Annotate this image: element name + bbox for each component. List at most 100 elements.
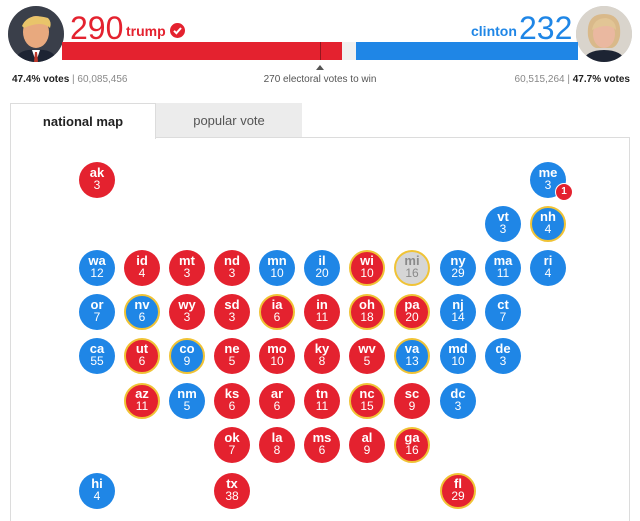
state-electoral-votes: 20	[405, 310, 419, 324]
state-abbr: ga	[404, 430, 420, 445]
state-electoral-votes: 4	[138, 266, 146, 280]
state-tile-ms[interactable]: ms 6	[304, 427, 340, 463]
state-tile-sc[interactable]: sc 9	[394, 383, 430, 419]
state-electoral-votes: 3	[183, 266, 191, 280]
state-tile-nc[interactable]: nc 15	[349, 383, 385, 419]
check-circle-icon	[170, 23, 185, 38]
state-abbr: co	[179, 341, 195, 356]
state-electoral-votes: 9	[408, 399, 416, 413]
state-abbr: mt	[179, 253, 195, 268]
state-tile-co[interactable]: co 9	[169, 338, 205, 374]
state-tile-nj[interactable]: nj 14	[440, 294, 476, 330]
state-tile-nv[interactable]: nv 6	[124, 294, 160, 330]
state-abbr: nv	[134, 297, 150, 312]
state-abbr: la	[271, 430, 283, 445]
state-tile-ct[interactable]: ct 7	[485, 294, 521, 330]
state-abbr: me	[538, 165, 558, 180]
state-abbr: hi	[91, 476, 103, 491]
state-electoral-votes: 7	[228, 443, 236, 457]
state-tile-fl[interactable]: fl 29	[440, 473, 476, 509]
tab-national-map[interactable]: national map	[10, 103, 156, 139]
state-electoral-votes: 6	[318, 443, 326, 457]
state-tile-il[interactable]: il 20	[304, 250, 340, 286]
clinton-progress-bar	[356, 42, 578, 60]
state-tile-ks[interactable]: ks 6	[214, 383, 250, 419]
state-tile-wy[interactable]: wy 3	[169, 294, 205, 330]
state-tile-mi[interactable]: mi 16	[394, 250, 430, 286]
state-tile-nm[interactable]: nm 5	[169, 383, 205, 419]
state-abbr: al	[361, 430, 373, 445]
state-tile-wv[interactable]: wv 5	[349, 338, 385, 374]
state-tile-al[interactable]: al 9	[349, 427, 385, 463]
state-electoral-votes: 6	[273, 399, 281, 413]
state-tile-ma[interactable]: ma 11	[485, 250, 521, 286]
state-tile-ca[interactable]: ca 55	[79, 338, 115, 374]
state-electoral-votes: 3	[499, 354, 507, 368]
state-tile-hi[interactable]: hi 4	[79, 473, 115, 509]
state-electoral-votes: 6	[138, 310, 146, 324]
state-electoral-votes: 7	[499, 310, 507, 324]
state-tile-ky[interactable]: ky 8	[304, 338, 340, 374]
state-tile-sd[interactable]: sd 3	[214, 294, 250, 330]
state-tile-de[interactable]: de 3	[485, 338, 521, 374]
state-abbr: vt	[497, 209, 509, 224]
state-tile-ia[interactable]: ia 6	[259, 294, 295, 330]
state-abbr: or	[90, 297, 104, 312]
state-tile-tn[interactable]: tn 11	[304, 383, 340, 419]
state-abbr: nj	[452, 297, 464, 312]
state-tile-az[interactable]: az 11	[124, 383, 160, 419]
state-abbr: il	[318, 253, 326, 268]
state-tile-pa[interactable]: pa 20	[394, 294, 430, 330]
state-tile-mn[interactable]: mn 10	[259, 250, 295, 286]
state-tile-nd[interactable]: nd 3	[214, 250, 250, 286]
state-tile-ne[interactable]: ne 5	[214, 338, 250, 374]
state-electoral-votes: 29	[451, 489, 465, 503]
state-tile-ny[interactable]: ny 29	[440, 250, 476, 286]
state-electoral-votes: 6	[138, 354, 146, 368]
state-tile-ga[interactable]: ga 16	[394, 427, 430, 463]
state-abbr: nd	[224, 253, 240, 268]
state-abbr: ok	[224, 430, 240, 445]
state-tile-ri[interactable]: ri 4	[530, 250, 566, 286]
state-tile-md[interactable]: md 10	[440, 338, 476, 374]
state-tile-dc[interactable]: dc 3	[440, 383, 476, 419]
state-abbr: ri	[543, 253, 553, 268]
state-tile-vt[interactable]: vt 3	[485, 206, 521, 242]
state-abbr: ia	[271, 297, 283, 312]
state-tile-oh[interactable]: oh 18	[349, 294, 385, 330]
state-tile-ak[interactable]: ak 3	[79, 162, 115, 198]
state-electoral-votes: 3	[93, 178, 101, 192]
state-electoral-votes: 5	[183, 399, 191, 413]
state-tile-mo[interactable]: mo 10	[259, 338, 295, 374]
state-tile-va[interactable]: va 13	[394, 338, 430, 374]
state-tile-nh[interactable]: nh 4	[530, 206, 566, 242]
trump-popular-vote: 47.4% votes | 60,085,456	[12, 74, 128, 85]
state-abbr: fl	[454, 476, 462, 491]
clinton-popular-vote: 60,515,264 | 47.7% votes	[514, 74, 630, 85]
state-electoral-votes: 10	[360, 266, 374, 280]
state-abbr: tx	[226, 476, 238, 491]
state-abbr: ks	[224, 386, 240, 401]
state-abbr: md	[448, 341, 468, 356]
state-electoral-votes: 10	[270, 354, 284, 368]
state-tile-ut[interactable]: ut 6	[124, 338, 160, 374]
state-tile-wi[interactable]: wi 10	[349, 250, 385, 286]
state-tile-or[interactable]: or 7	[79, 294, 115, 330]
state-tile-ok[interactable]: ok 7	[214, 427, 250, 463]
votes-to-win: 270 electoral votes to win	[263, 74, 377, 85]
state-tile-la[interactable]: la 8	[259, 427, 295, 463]
state-electoral-votes: 3	[499, 222, 507, 236]
tab-popular-vote[interactable]: popular vote	[156, 103, 302, 138]
state-electoral-votes: 3	[454, 399, 462, 413]
state-electoral-votes: 55	[90, 354, 104, 368]
state-tile-tx[interactable]: tx 38	[214, 473, 250, 509]
state-electoral-votes: 10	[270, 266, 284, 280]
state-electoral-votes: 7	[93, 310, 101, 324]
state-tile-in[interactable]: in 11	[304, 294, 340, 330]
state-abbr: ms	[312, 430, 332, 445]
state-tile-ar[interactable]: ar 6	[259, 383, 295, 419]
state-tile-wa[interactable]: wa 12	[79, 250, 115, 286]
state-abbr: ut	[135, 341, 149, 356]
state-tile-id[interactable]: id 4	[124, 250, 160, 286]
state-tile-mt[interactable]: mt 3	[169, 250, 205, 286]
